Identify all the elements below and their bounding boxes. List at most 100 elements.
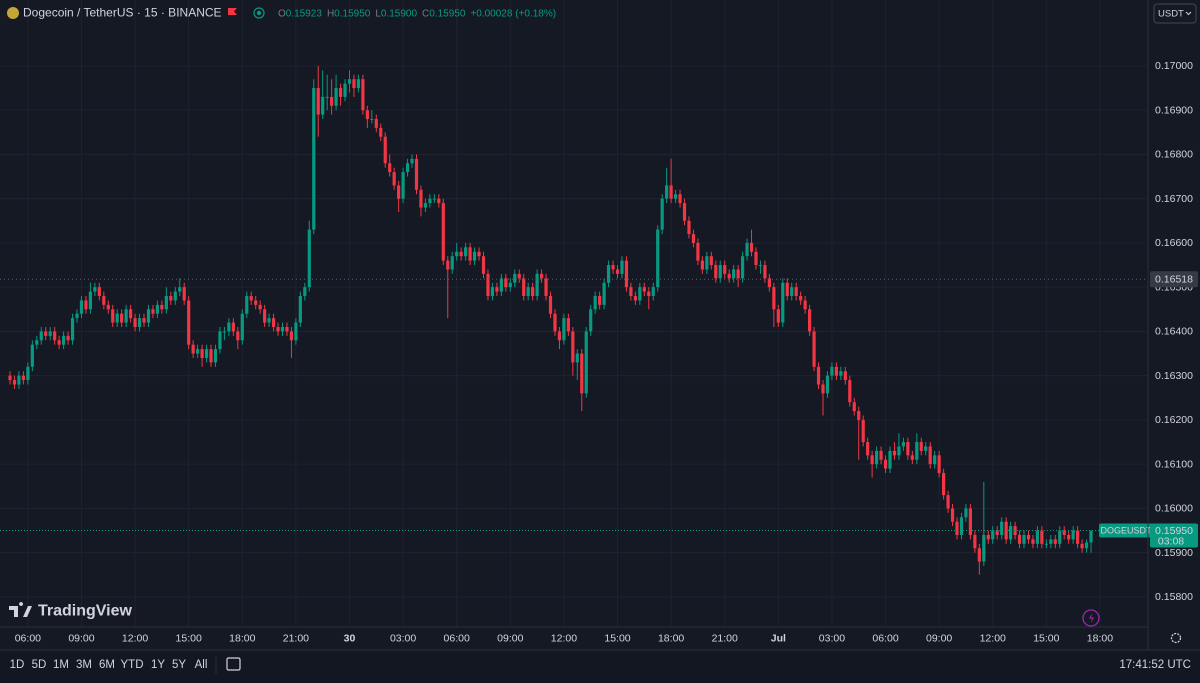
range-button[interactable]: 1Y <box>151 659 165 671</box>
candle-body <box>691 234 696 243</box>
candle-body <box>227 322 231 332</box>
candle-body <box>745 242 749 257</box>
date-range-icon[interactable] <box>226 657 241 671</box>
lightning <box>1089 613 1094 623</box>
candle-body <box>115 313 119 323</box>
candle-body <box>557 331 562 341</box>
candle-body <box>26 366 30 381</box>
range-button[interactable]: 1D <box>10 659 25 671</box>
candle-body <box>991 530 995 540</box>
range-button[interactable]: 5Y <box>172 659 186 671</box>
range-button[interactable]: All <box>195 659 208 671</box>
candle-body <box>450 256 454 270</box>
candle-body <box>66 335 70 341</box>
candle-body <box>772 287 776 310</box>
candle-body <box>204 349 209 358</box>
alert-icon[interactable] <box>1082 609 1100 627</box>
candle-body <box>964 508 968 518</box>
x-tick-label: 03:00 <box>390 632 416 644</box>
candle-body <box>767 278 771 288</box>
candle-body <box>88 291 93 310</box>
ohlc-value: 0.15950 <box>334 8 371 19</box>
last-price-label: 0.15950 <box>1155 525 1193 537</box>
candle-body <box>705 256 709 270</box>
range-button[interactable]: 5D <box>32 659 47 671</box>
range-button[interactable]: 1M <box>53 659 69 671</box>
candle-body <box>383 136 387 164</box>
candle-body <box>790 287 794 297</box>
y-tick-label: 0.16300 <box>1155 370 1193 382</box>
candle-body <box>1009 526 1013 540</box>
candle-body <box>866 442 870 456</box>
candle-body <box>977 548 981 562</box>
candle-body <box>830 366 834 376</box>
candle-body <box>285 326 289 332</box>
candle-body <box>821 384 825 394</box>
x-tick-label: Jul <box>771 632 786 644</box>
bottom-toolbar <box>0 651 1200 683</box>
candle-body <box>307 229 311 288</box>
candle-body <box>754 251 758 266</box>
settings-icon[interactable] <box>1170 632 1182 644</box>
candle-body <box>120 313 124 323</box>
currency-label[interactable]: USDT <box>1158 9 1184 20</box>
candle-body <box>370 119 374 121</box>
range-button[interactable]: YTD <box>121 659 144 671</box>
candle-body <box>937 455 941 474</box>
candle-body <box>459 251 463 257</box>
ohlc-key: H <box>327 8 334 19</box>
candle-body <box>160 304 164 310</box>
ohlc-value: 0.15923 <box>286 8 323 19</box>
candle-body <box>589 309 593 332</box>
candle-body <box>624 260 629 288</box>
x-tick-label: 12:00 <box>980 632 1006 644</box>
candle-body <box>629 287 633 297</box>
candle-body <box>615 269 620 274</box>
candle-body <box>799 296 803 301</box>
candle-body <box>535 273 539 297</box>
currency-dropdown[interactable] <box>1153 3 1197 24</box>
candle-body <box>258 304 262 310</box>
candle-body <box>942 473 946 496</box>
range-button[interactable]: 3M <box>76 659 92 671</box>
candle-body <box>419 189 423 208</box>
candle-body <box>584 331 588 394</box>
candle-body <box>365 110 369 120</box>
candle-body <box>17 375 21 385</box>
candle-body <box>1058 530 1062 544</box>
candle-body <box>709 256 713 266</box>
y-tick-label: 0.16200 <box>1155 414 1193 426</box>
candle-body <box>321 96 325 115</box>
candle-body <box>803 300 807 310</box>
candle-body <box>298 296 302 323</box>
candle-body <box>35 340 39 345</box>
candle-body <box>1035 530 1040 544</box>
candle-body <box>325 96 329 98</box>
candle-body <box>276 326 280 332</box>
candle-body <box>182 287 186 301</box>
y-tick-label: 0.15800 <box>1155 591 1193 603</box>
candle-body <box>124 309 128 323</box>
flag-icon[interactable] <box>228 8 237 15</box>
y-tick-label: 0.16000 <box>1155 503 1193 515</box>
candle-body <box>544 278 548 297</box>
candle-body <box>477 251 481 257</box>
candle-body <box>8 375 12 381</box>
candle-body <box>522 278 526 297</box>
candle-body <box>825 375 830 394</box>
candle-body <box>758 265 763 267</box>
candle-body <box>700 260 704 270</box>
ohlc-key: C <box>422 8 429 19</box>
tv-logo <box>9 602 32 617</box>
x-tick-label: 06:00 <box>15 632 41 644</box>
y-tick-label: 0.16700 <box>1155 193 1193 205</box>
range-button[interactable]: 6M <box>99 659 115 671</box>
candle-body <box>191 344 195 354</box>
candle-body <box>924 446 928 451</box>
dropdown-caret <box>1185 11 1192 16</box>
candle-body <box>539 273 544 279</box>
candle-body <box>374 119 378 128</box>
candle-body <box>356 79 361 89</box>
candle-body <box>401 172 405 199</box>
candle-body <box>343 83 347 97</box>
